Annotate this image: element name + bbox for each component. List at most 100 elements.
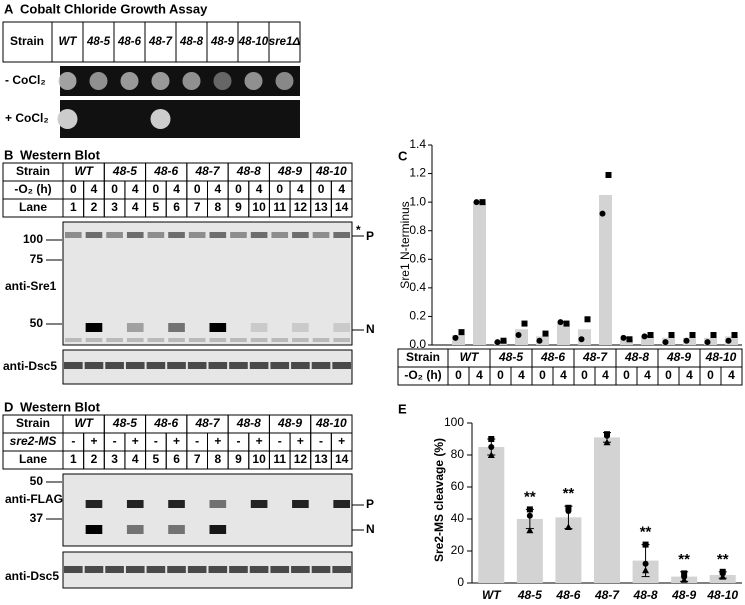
condition-label: + bbox=[338, 434, 345, 448]
group-label: 48-5 bbox=[498, 350, 523, 364]
colony bbox=[151, 72, 170, 90]
antibody-label: anti-FLAG bbox=[5, 492, 63, 506]
panel-label: B bbox=[4, 147, 13, 162]
colony bbox=[150, 109, 171, 129]
condition-label: 4 bbox=[256, 182, 263, 196]
condition-label: + bbox=[297, 434, 304, 448]
lane-label: 4 bbox=[132, 452, 139, 466]
replicate-point bbox=[626, 336, 633, 343]
table-cell bbox=[330, 198, 353, 218]
replicate-point bbox=[565, 504, 572, 511]
strain-label: 48-7 bbox=[148, 36, 173, 48]
strain-label: WT bbox=[59, 36, 78, 48]
band bbox=[291, 362, 310, 369]
x-tick-label: 48-9 bbox=[671, 588, 696, 602]
band bbox=[126, 500, 144, 508]
lane-label: 9 bbox=[235, 452, 242, 466]
lane-label: 11 bbox=[273, 200, 286, 214]
y-tick-label: 0.4 bbox=[409, 280, 426, 294]
band bbox=[105, 566, 124, 573]
x-tick-label: 0 bbox=[665, 368, 672, 382]
band bbox=[85, 232, 103, 238]
replicate-point bbox=[642, 566, 650, 574]
condition-label: 4 bbox=[214, 182, 221, 196]
condition-label: 0 bbox=[153, 182, 160, 196]
band bbox=[209, 338, 227, 342]
replicate-point bbox=[710, 332, 717, 338]
band bbox=[311, 566, 331, 573]
x-tick-label: 0 bbox=[455, 368, 462, 382]
colony bbox=[275, 72, 294, 90]
band bbox=[147, 232, 165, 238]
bar bbox=[452, 335, 465, 345]
strain-label: 48-6 bbox=[153, 164, 178, 178]
band bbox=[333, 323, 350, 332]
row-label: Strain bbox=[16, 164, 50, 178]
replicate-point bbox=[578, 336, 585, 343]
row-label: + CoCl₂ bbox=[5, 111, 49, 125]
band bbox=[188, 338, 206, 342]
band bbox=[64, 362, 83, 369]
panel-label: A bbox=[4, 1, 14, 16]
group-label: 48-8 bbox=[624, 350, 649, 364]
x-tick-label: 48-5 bbox=[517, 588, 542, 602]
bar bbox=[641, 336, 654, 345]
condition-label: 0 bbox=[111, 182, 118, 196]
band bbox=[146, 566, 166, 573]
strain-label: 48-5 bbox=[112, 416, 137, 430]
band bbox=[105, 362, 124, 369]
strain-label: 48-10 bbox=[315, 164, 347, 178]
replicate-point bbox=[536, 337, 543, 344]
y-tick-label: 1.0 bbox=[409, 194, 426, 208]
replicate-point bbox=[725, 337, 732, 344]
replicate-point bbox=[515, 332, 522, 338]
band bbox=[188, 232, 206, 238]
band bbox=[85, 525, 103, 534]
x-tick-label: 48-10 bbox=[706, 588, 738, 602]
band bbox=[168, 323, 185, 332]
band bbox=[292, 338, 309, 342]
condition-label: 0 bbox=[70, 182, 77, 196]
bar bbox=[683, 337, 696, 345]
x-tick-label: 48-8 bbox=[633, 588, 658, 602]
panel-label: C bbox=[398, 148, 408, 163]
band bbox=[291, 566, 310, 573]
strain-label: 48-5 bbox=[112, 164, 137, 178]
panel-title: Western Blot bbox=[20, 147, 101, 162]
strain-label: WT bbox=[74, 164, 94, 178]
band bbox=[209, 525, 227, 534]
replicate-point bbox=[704, 339, 711, 346]
row-label: Strain bbox=[406, 350, 440, 364]
colony bbox=[244, 72, 263, 90]
strain-label: 48-6 bbox=[153, 416, 178, 430]
y-axis-label: Sre1 N-terminus bbox=[398, 201, 412, 288]
band bbox=[332, 362, 351, 369]
colony bbox=[58, 72, 77, 90]
lane-label: 5 bbox=[153, 452, 160, 466]
condition-label: - bbox=[195, 434, 199, 448]
lane-label: 6 bbox=[173, 200, 180, 214]
band bbox=[270, 566, 290, 573]
band bbox=[168, 525, 185, 534]
bar bbox=[599, 195, 612, 345]
band bbox=[333, 500, 350, 508]
condition-label: 4 bbox=[132, 182, 139, 196]
band bbox=[126, 323, 144, 332]
lane-label: 3 bbox=[111, 452, 118, 466]
band bbox=[126, 338, 144, 342]
band bbox=[126, 525, 144, 534]
y-tick-label: 1.2 bbox=[409, 166, 426, 180]
band bbox=[250, 338, 268, 342]
strain-label: 48-10 bbox=[238, 36, 269, 48]
replicate-point bbox=[642, 560, 649, 567]
band bbox=[125, 362, 145, 369]
table-header: Strain bbox=[10, 34, 44, 48]
band bbox=[187, 566, 207, 573]
band bbox=[312, 232, 330, 238]
condition-label: 4 bbox=[173, 182, 180, 196]
lane-label: 11 bbox=[273, 452, 286, 466]
replicate-point bbox=[557, 319, 564, 326]
band bbox=[209, 323, 227, 332]
replicate-point bbox=[683, 337, 690, 344]
replicate-point bbox=[564, 523, 572, 530]
